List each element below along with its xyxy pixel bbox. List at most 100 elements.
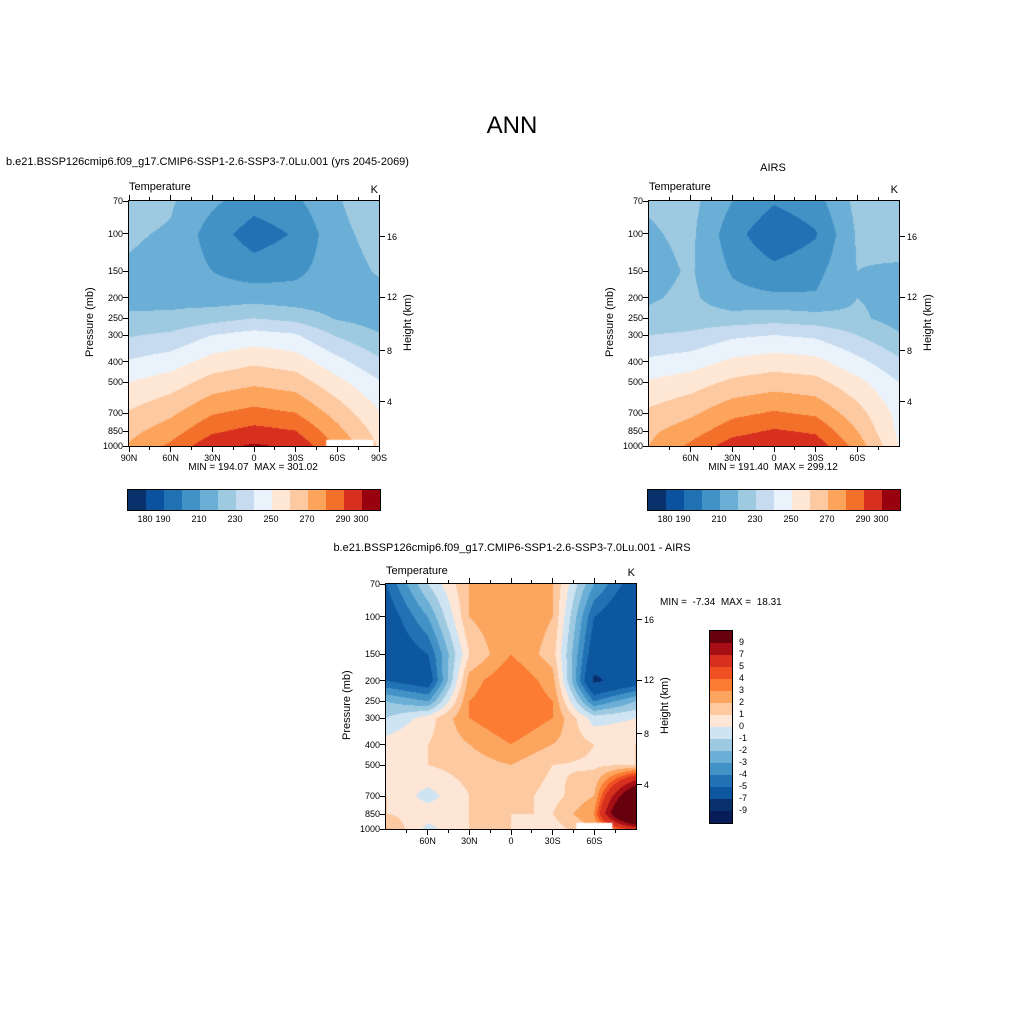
x-tick-label: 30S xyxy=(544,836,561,846)
x-tick-label: 0 xyxy=(771,453,777,463)
colorbar-cell xyxy=(738,490,756,510)
axis-tick xyxy=(378,195,380,200)
field-name-label: Temperature xyxy=(649,181,711,193)
height-tick-label: 4 xyxy=(387,396,393,407)
colorbar-tick-label: 3 xyxy=(739,685,745,695)
height-axis-label: Height (km) xyxy=(659,677,671,734)
field-name-label: Temperature xyxy=(129,181,191,193)
axis-tick xyxy=(614,830,616,833)
colorbar-tick-label: 300 xyxy=(353,514,369,524)
y-tick-label: 1000 xyxy=(359,824,380,834)
axis-tick xyxy=(123,233,128,235)
axis-tick xyxy=(643,361,648,363)
axis-tick xyxy=(380,764,385,766)
colorbar-cell xyxy=(710,715,732,727)
axis-tick xyxy=(211,195,213,200)
colorbar-cell xyxy=(710,775,732,787)
axis-tick xyxy=(489,830,491,833)
axis-tick xyxy=(836,447,837,450)
colorbar-cell xyxy=(720,490,738,510)
colorbar-cell xyxy=(710,751,732,763)
axis-tick xyxy=(378,447,380,452)
axis-tick xyxy=(380,795,385,797)
colorbar-tick-label: -5 xyxy=(739,781,748,791)
pressure-axis-label: Pressure (mb) xyxy=(84,287,96,358)
colorbar-tick-label: 190 xyxy=(675,514,691,524)
axis-tick xyxy=(123,200,128,202)
colorbar-tick-label: 7 xyxy=(739,649,745,659)
axis-tick xyxy=(773,447,775,452)
y-tick-label: 500 xyxy=(627,377,643,388)
y-tick-label: 850 xyxy=(627,426,643,437)
axis-tick xyxy=(752,447,754,450)
axis-tick xyxy=(468,578,470,583)
axis-tick xyxy=(877,447,879,450)
colorbar-tick-label: -4 xyxy=(739,769,748,779)
x-tick-label: 60S xyxy=(849,453,866,463)
axis-tick xyxy=(643,297,648,299)
colorbar-tick-label: 4 xyxy=(739,673,745,683)
colorbar-cell xyxy=(666,490,684,510)
colorbar-cell xyxy=(164,490,182,510)
axis-tick xyxy=(380,744,385,746)
y-tick-label: 300 xyxy=(627,330,643,341)
axis-tick xyxy=(643,317,648,319)
model-contour-plot: 90N 60N 30N 0 30S 60S 90S 70 100 150 200 250 300 400 5… xyxy=(103,195,397,463)
axis-tick xyxy=(427,830,429,835)
colorbar-tick-label: -9 xyxy=(739,805,748,815)
colorbar-cell xyxy=(684,490,702,510)
colorbar-tick-label: 270 xyxy=(299,514,315,524)
x-tick-label: 30N xyxy=(204,453,221,463)
temperature-colorbar xyxy=(127,489,381,511)
x-tick-label: 60S xyxy=(329,453,346,463)
y-tick-label: 400 xyxy=(107,356,123,367)
y-tick-label: 70 xyxy=(632,196,643,206)
difference-title: b.e21.BSSP126cmip6.f09_g17.CMIP6-SSP1-2.… xyxy=(333,542,691,554)
colorbar-cell xyxy=(290,490,308,510)
axis-tick xyxy=(643,270,648,272)
axis-tick xyxy=(794,447,796,450)
axis-tick xyxy=(836,197,837,200)
axis-tick xyxy=(637,733,642,735)
y-tick-label: 400 xyxy=(364,739,380,750)
y-tick-label: 300 xyxy=(107,330,123,341)
axis-tick xyxy=(637,619,642,621)
colorbar-tick-label: 9 xyxy=(739,637,745,647)
axis-tick xyxy=(900,296,905,298)
colorbar-tick-label: -2 xyxy=(739,745,748,755)
axis-tick xyxy=(593,578,595,583)
axis-tick xyxy=(357,197,359,200)
colorbar-cell xyxy=(710,631,732,643)
colorbar-tick-label: 0 xyxy=(739,721,745,731)
colorbar-tick-label: 300 xyxy=(873,514,889,524)
colorbar-cell xyxy=(710,787,732,799)
axis-tick xyxy=(900,350,905,352)
y-tick-label: 100 xyxy=(364,611,380,622)
colorbar-tick-label: 250 xyxy=(783,514,799,524)
y-tick-label: 1000 xyxy=(622,441,643,451)
x-tick-label: 0 xyxy=(508,836,514,846)
axis-tick xyxy=(711,447,712,450)
obs-contour-canvas xyxy=(649,201,899,446)
colorbar-cell xyxy=(182,490,200,510)
axis-tick xyxy=(690,447,692,452)
colorbar-cell xyxy=(272,490,290,510)
height-axis-label: Height (km) xyxy=(922,294,934,351)
model-contour-canvas xyxy=(129,201,379,446)
axis-tick xyxy=(731,195,733,200)
colorbar-tick-label: 230 xyxy=(747,514,763,524)
axis-tick xyxy=(552,830,554,835)
difference-colorbar xyxy=(709,630,733,824)
difference-contour-plot: 60N 30N 0 30S 60S 70 100 150 200 250 300 400 500 700 8… xyxy=(360,578,654,846)
axis-tick xyxy=(128,195,130,200)
colorbar-cell xyxy=(710,799,732,811)
axis-tick xyxy=(815,447,817,452)
axis-tick xyxy=(123,430,128,432)
units-label: K xyxy=(890,184,898,196)
axis-tick xyxy=(380,350,385,352)
y-tick-label: 200 xyxy=(107,292,123,303)
axis-tick xyxy=(643,412,648,414)
axis-tick xyxy=(380,616,385,618)
field-name-label: Temperature xyxy=(386,565,448,577)
colorbar-tick-label: 1 xyxy=(739,709,745,719)
